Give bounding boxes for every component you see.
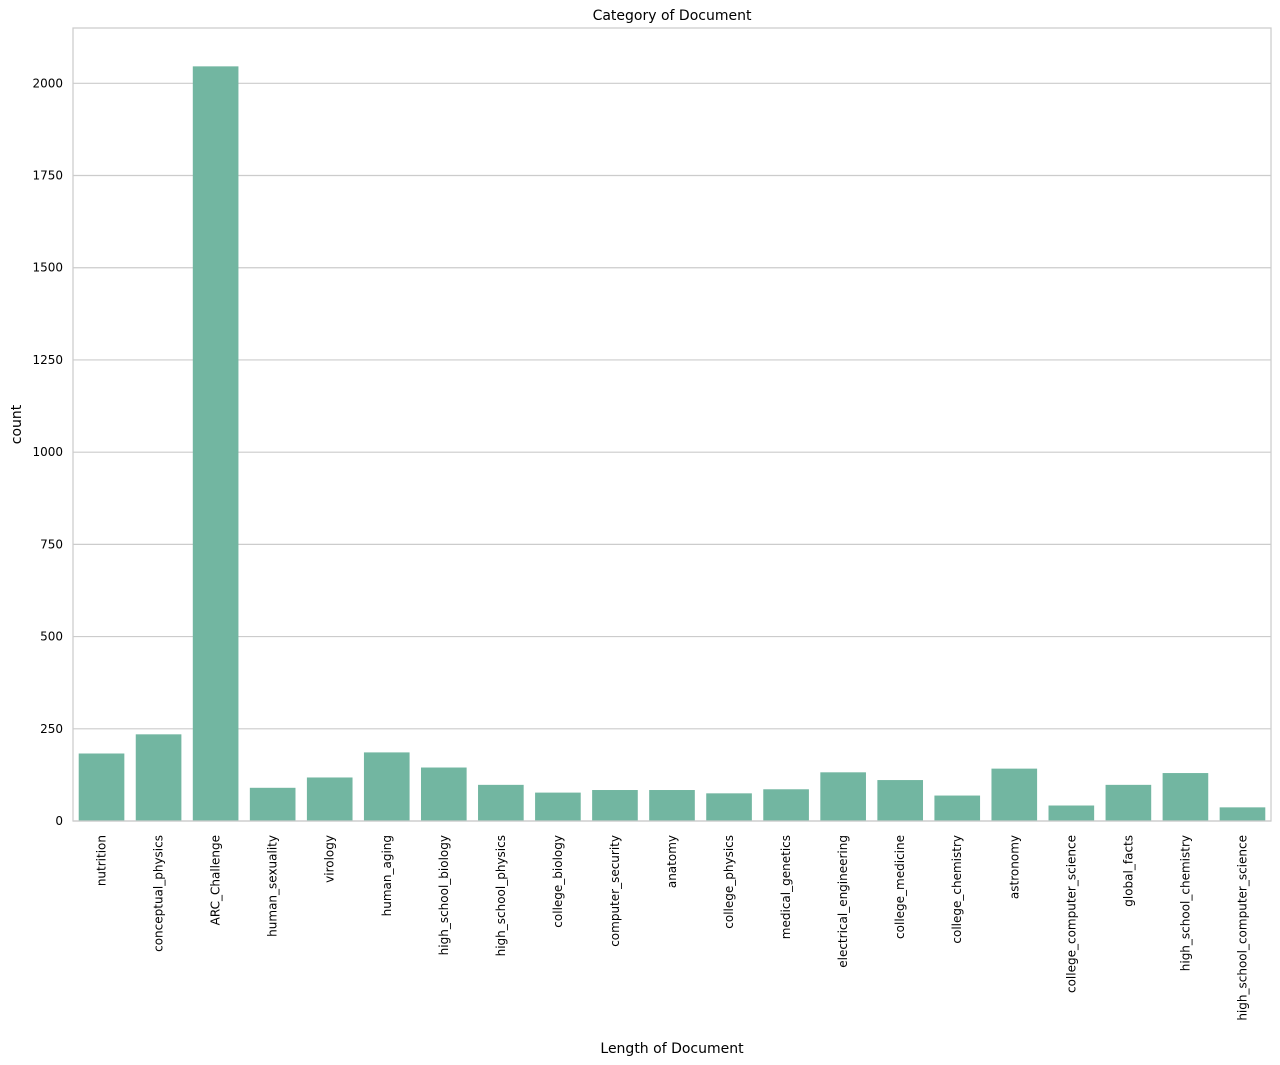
y-tick-label: 1500 [32,261,63,275]
x-axis-label: Length of Document [600,1041,744,1057]
x-tick-label: college_medicine [893,835,907,939]
bar-high_school_biology [420,767,467,821]
x-tick-label: college_physics [722,835,736,929]
bar-college_chemistry [934,795,981,821]
bar-college_physics [706,793,752,821]
bar-ARC_Challenge [192,66,239,821]
y-tick-label: 500 [40,630,63,644]
bar-nutrition [78,753,125,821]
bar-anatomy [649,790,695,821]
x-tick-label: electrical_engineering [836,835,850,968]
bar-human_aging [363,752,410,821]
x-tick-label: global_facts [1121,835,1135,907]
x-tick-label: high_school_biology [437,835,451,955]
bar-conceptual_physics [135,734,182,821]
gridlines [73,82,1271,822]
bar-astronomy [991,768,1038,821]
x-tick-label: human_sexuality [266,835,280,937]
x-tick-labels: nutrition conceptual_physics ARC_Challenge… [95,835,1250,1021]
y-tick-labels: 0 250 500 750 1000 1250 1500 1750 2000 [32,76,63,828]
y-tick-label: 250 [40,722,63,736]
x-tick-label: virology [323,835,337,883]
x-tick-label: anatomy [665,835,679,888]
y-tick-label: 0 [55,814,63,828]
x-tick-label: nutrition [95,835,109,886]
x-tick-label: human_aging [380,835,394,916]
x-tick-label: college_biology [551,835,565,928]
y-tick-label: 750 [40,537,63,551]
bar-high_school_computer_science [1219,807,1266,821]
bar-human_sexuality [249,787,296,821]
y-tick-label: 2000 [32,76,63,90]
bar-college_computer_science [1048,805,1095,821]
bar-global_facts [1105,784,1152,821]
x-tick-label: computer_security [608,835,622,947]
bar-electrical_engineering [820,772,866,821]
x-tick-label: conceptual_physics [152,835,166,952]
plot-frame [72,27,1272,822]
bar-high_school_chemistry [1162,773,1209,821]
x-tick-label: college_chemistry [950,835,964,944]
x-tick-label: ARC_Challenge [209,835,223,925]
x-tick-label: medical_genetics [779,835,793,939]
bars [78,66,1266,821]
chart-title: Category of Document [593,8,752,24]
x-tick-label: astronomy [1007,835,1021,899]
y-tick-label: 1750 [32,169,63,183]
x-tick-label: high_school_physics [494,835,508,956]
x-tick-label: high_school_computer_science [1235,835,1249,1021]
y-tick-label: 1000 [32,445,63,459]
bar-high_school_physics [478,784,524,821]
x-tick-label: college_computer_science [1064,835,1078,993]
bar-college_biology [535,792,581,821]
y-axis-label: count [9,404,25,444]
bar-computer_security [592,790,638,821]
bar-virology [306,777,353,821]
y-tick-label: 1250 [32,353,63,367]
bar-medical_genetics [763,789,809,821]
bar-college_medicine [877,780,924,821]
x-tick-label: high_school_chemistry [1178,835,1192,971]
